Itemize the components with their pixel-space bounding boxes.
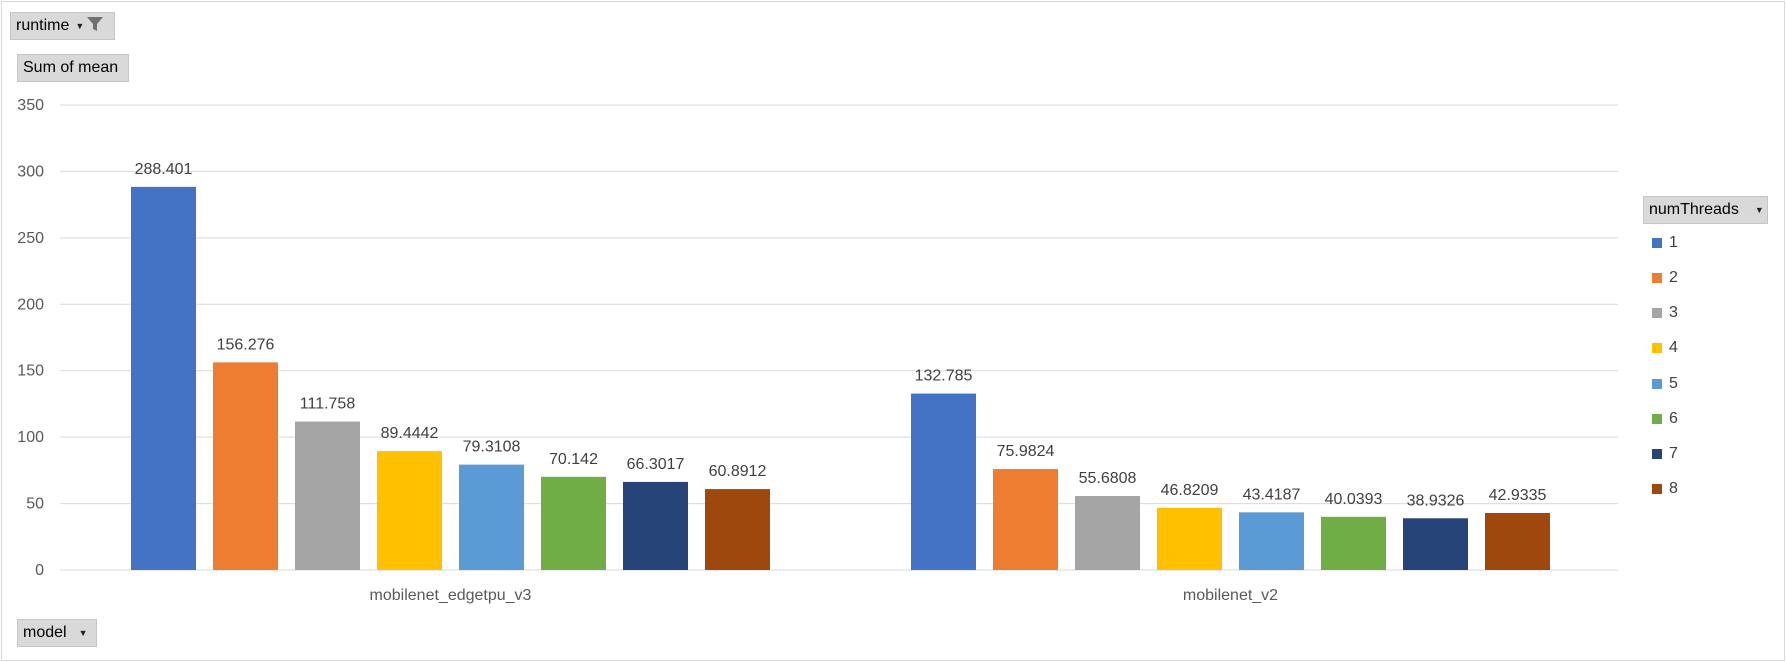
legend-swatch [1652,273,1662,283]
value-field-button[interactable]: Sum of mean [17,54,129,82]
y-tick-label: 200 [17,296,44,313]
data-label: 66.3017 [627,456,685,473]
y-tick-label: 0 [35,562,44,579]
bar[interactable] [1321,516,1386,570]
numthreads-legend-button[interactable]: numThreads ▼ [1643,196,1768,224]
data-label: 156.276 [217,336,275,353]
bar[interactable] [377,451,442,570]
legend-label: 5 [1669,375,1678,392]
legend-label: 8 [1669,480,1678,497]
data-label: 46.8209 [1161,482,1219,499]
legend-label: 3 [1669,304,1678,321]
legend-item[interactable]: 5 [1652,375,1678,393]
legend-swatch [1652,238,1662,248]
legend-label: 4 [1669,339,1678,356]
legend-label: 1 [1669,234,1678,251]
legend-item[interactable]: 1 [1652,234,1678,252]
data-label: 111.758 [300,396,356,413]
bar[interactable] [459,464,524,570]
runtime-filter-label: runtime [16,17,70,34]
model-axis-button[interactable]: model ▼ [17,619,97,647]
legend-item[interactable]: 4 [1652,339,1678,357]
legend-swatch [1652,449,1662,459]
chevron-down-icon: ▼ [1754,205,1764,215]
y-tick-label: 50 [26,496,44,513]
legend-swatch [1652,308,1662,318]
data-label: 288.401 [135,161,193,178]
x-axis-categories: mobilenet_edgetpu_v3 mobilenet_v2 [370,587,1279,604]
data-label: 132.785 [915,368,973,385]
legend-item[interactable]: 8 [1652,480,1678,498]
y-tick-label: 150 [17,363,44,380]
legend-label: 2 [1669,269,1678,286]
y-tick-label: 100 [17,429,44,446]
bar[interactable] [1403,518,1468,570]
value-field-label: Sum of mean [23,59,119,76]
legend-item[interactable]: 2 [1652,269,1678,287]
bar[interactable] [541,476,606,570]
x-category-label: mobilenet_v2 [1183,587,1278,604]
legend-swatch [1652,484,1662,494]
bar[interactable] [213,362,278,570]
x-category-label: mobilenet_edgetpu_v3 [370,587,532,604]
chevron-down-icon: ▼ [78,628,88,638]
legend-item[interactable]: 3 [1652,304,1678,322]
legend-item[interactable]: 6 [1652,410,1678,428]
bar[interactable] [131,186,196,570]
y-tick-label: 350 [17,97,44,114]
runtime-filter-button[interactable]: runtime ▼ [10,12,115,40]
filter-funnel-icon [86,15,104,38]
data-label: 89.4442 [381,425,439,442]
bar[interactable] [1157,507,1222,570]
bar[interactable] [1239,512,1304,570]
bar[interactable] [623,481,688,570]
data-label: 79.3108 [463,439,521,456]
data-label: 60.8912 [709,463,767,480]
data-label: 38.9326 [1407,492,1465,509]
bar[interactable] [1485,512,1550,570]
bar[interactable] [1075,496,1140,570]
legend-swatch [1652,379,1662,389]
legend-label: 7 [1669,445,1678,462]
y-tick-label: 300 [17,163,44,180]
bar[interactable] [911,393,976,570]
legend-label: 6 [1669,410,1678,427]
gridlines [60,104,1618,571]
numthreads-legend-label: numThreads [1649,201,1739,218]
chevron-down-icon: ▼ [75,21,85,31]
legend-item[interactable]: 7 [1652,445,1678,463]
legend-swatch [1652,414,1662,424]
legend-swatch [1652,343,1662,353]
bar[interactable] [705,489,770,570]
model-axis-label: model [23,624,67,641]
data-label: 55.6808 [1079,470,1137,487]
bar[interactable] [295,421,360,570]
data-label: 75.9824 [997,443,1055,460]
bars [131,186,1550,570]
y-axis-ticks: 0 50 100 150 200 250 300 350 [17,97,44,579]
data-label: 70.142 [549,451,598,468]
data-label: 42.9335 [1489,487,1547,504]
data-label: 43.4187 [1243,486,1301,503]
bar[interactable] [993,469,1058,570]
data-label: 40.0393 [1325,491,1383,508]
y-tick-label: 250 [17,230,44,247]
data-labels: 288.401 156.276 111.758 89.4442 79.3108 70.14… [135,161,1547,509]
